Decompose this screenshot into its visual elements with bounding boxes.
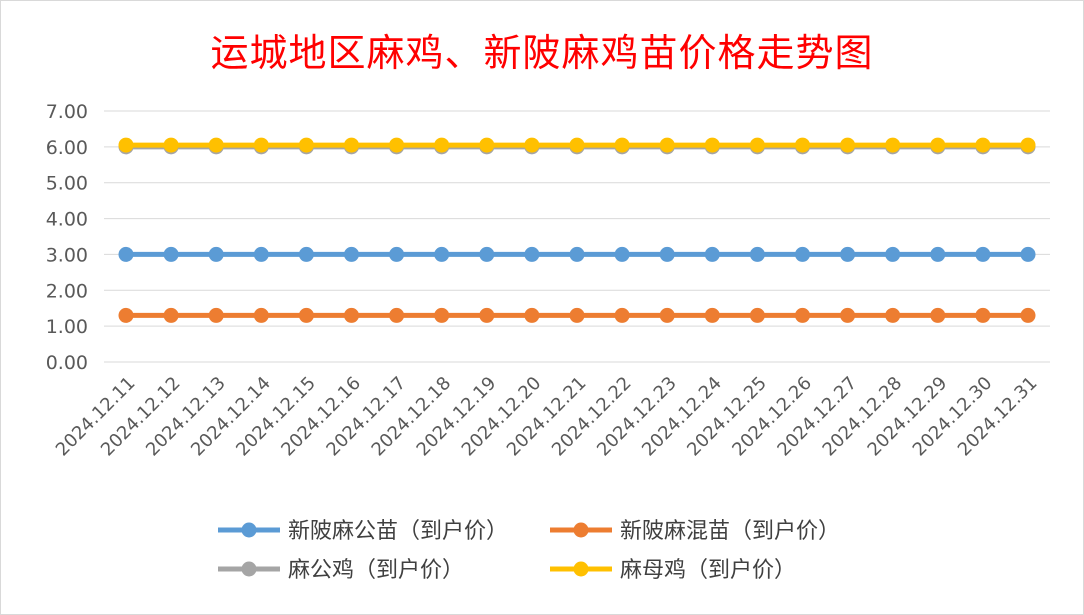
y-tick-label: 7.00 [46, 101, 88, 123]
data-point [614, 137, 630, 153]
data-point [298, 307, 314, 323]
data-point [344, 246, 359, 262]
data-point [659, 307, 675, 323]
data-point [434, 246, 450, 262]
legend-label: 新陂麻公苗（到户价） [288, 519, 508, 544]
data-point [163, 246, 179, 262]
data-point [298, 137, 314, 153]
data-point [795, 137, 810, 153]
legend-swatch-marker [573, 522, 589, 538]
chart-title: 运城地区麻鸡、新陂麻鸡苗价格走势图 [210, 31, 874, 75]
data-point [885, 307, 901, 323]
data-point [479, 307, 495, 323]
data-point [885, 137, 901, 153]
legend-swatch-marker [241, 522, 257, 538]
data-point [749, 137, 765, 153]
data-point [118, 137, 134, 153]
data-point [659, 137, 675, 153]
data-point [389, 137, 405, 153]
data-point [840, 137, 856, 153]
legend-label: 麻公鸡（到户价） [288, 558, 464, 583]
data-point [569, 307, 585, 323]
y-tick-label: 0.00 [46, 352, 88, 374]
y-tick-label: 6.00 [46, 137, 88, 159]
data-point [479, 137, 495, 153]
data-point [569, 137, 585, 153]
data-point [163, 137, 179, 153]
data-point [344, 307, 359, 323]
data-point [704, 246, 720, 262]
data-point [344, 137, 359, 153]
data-point [614, 307, 630, 323]
data-point [704, 137, 720, 153]
data-point [930, 307, 946, 323]
data-point [659, 246, 675, 262]
data-point [975, 137, 991, 153]
data-point [1020, 246, 1036, 262]
y-tick-label: 1.00 [46, 316, 88, 338]
data-point [208, 307, 224, 323]
data-point [298, 246, 314, 262]
data-point [389, 307, 405, 323]
data-point [614, 246, 630, 262]
data-point [885, 246, 901, 262]
data-point [749, 307, 765, 323]
data-point [975, 307, 991, 323]
data-point [163, 307, 179, 323]
data-point [479, 246, 495, 262]
data-point [208, 137, 224, 153]
data-point [434, 307, 450, 323]
data-point [840, 246, 856, 262]
legend-swatch-marker [573, 561, 589, 577]
data-point [840, 307, 856, 323]
data-point [524, 246, 540, 262]
data-point [253, 137, 269, 153]
y-tick-label: 2.00 [46, 280, 88, 302]
y-tick-label: 3.00 [46, 244, 88, 266]
legend-label: 新陂麻混苗（到户价） [620, 519, 840, 544]
data-point [795, 246, 810, 262]
data-point [1020, 307, 1036, 323]
data-point [118, 307, 134, 323]
data-point [208, 246, 224, 262]
data-point [524, 307, 540, 323]
y-tick-label: 4.00 [46, 209, 88, 231]
y-tick-label: 5.00 [46, 173, 88, 195]
data-point [1020, 137, 1036, 153]
data-point [434, 137, 450, 153]
data-point [930, 137, 946, 153]
data-point [749, 246, 765, 262]
data-point [704, 307, 720, 323]
data-point [524, 137, 540, 153]
data-point [389, 246, 405, 262]
data-point [569, 246, 585, 262]
data-point [253, 307, 269, 323]
data-point [118, 246, 134, 262]
legend-swatch-marker [241, 561, 257, 577]
data-point [253, 246, 269, 262]
legend-label: 麻母鸡（到户价） [620, 558, 796, 583]
data-point [975, 246, 991, 262]
data-point [795, 307, 810, 323]
data-point [930, 246, 946, 262]
